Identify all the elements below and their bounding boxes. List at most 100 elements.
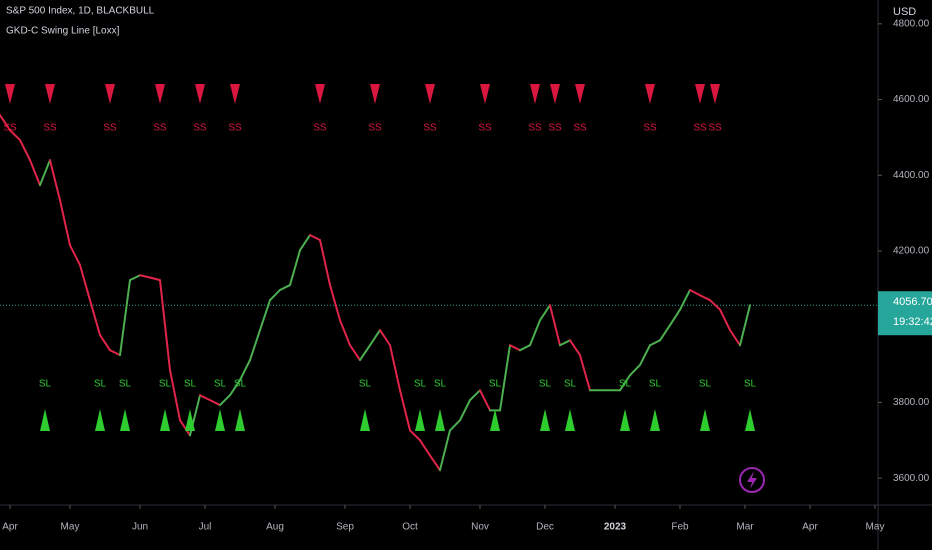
buy-signal: [700, 409, 710, 431]
swing-line-segment: [0, 114, 11, 132]
swing-line-segment: [469, 389, 481, 402]
sell-signal-label: SS: [313, 123, 327, 134]
swing-line-segment: [209, 399, 221, 407]
swing-line-segment: [639, 344, 651, 366]
countdown: 19:32:42: [893, 316, 932, 328]
buy-signal: [360, 409, 370, 431]
swing-line-segment: [719, 308, 731, 332]
sell-signal-label: SS: [43, 123, 57, 134]
sell-signal-label: SS: [153, 123, 167, 134]
buy-signal-label: SL: [94, 379, 107, 390]
swing-line-segment: [479, 389, 491, 412]
sell-signal-label: SS: [423, 123, 437, 134]
swing-line-segment: [399, 389, 411, 432]
buy-signal-label: SL: [744, 379, 757, 390]
sell-signal-label: SS: [548, 123, 562, 134]
buy-signal: [415, 409, 425, 431]
sell-signal: [230, 84, 240, 104]
swing-line-segment: [379, 329, 391, 347]
swing-line-segment: [439, 429, 451, 472]
sell-signal: [155, 84, 165, 104]
last-price-box: [878, 291, 932, 336]
swing-line-segment: [359, 344, 371, 362]
sell-signal-label: SS: [3, 123, 17, 134]
swing-line-segment: [279, 284, 291, 291]
sell-signal-label: SS: [228, 123, 242, 134]
sell-signal-label: SS: [478, 123, 492, 134]
swing-line-segment: [59, 199, 71, 247]
symbol-title: S&P 500 Index, 1D, BLACKBULL: [6, 6, 155, 17]
buy-signal-label: SL: [214, 379, 227, 390]
swing-line-segment: [129, 274, 141, 282]
buy-signal-label: SL: [414, 379, 427, 390]
swing-line-segment: [289, 249, 301, 287]
x-tick-label: Dec: [536, 522, 554, 533]
swing-line-segment: [629, 363, 641, 377]
x-tick-label: 2023: [604, 522, 627, 533]
swing-line-segment: [409, 429, 421, 442]
swing-line-segment: [299, 234, 311, 252]
buy-signal-label: SL: [184, 379, 197, 390]
swing-line-segment: [679, 288, 691, 311]
buy-signal: [215, 409, 225, 431]
buy-signal-label: SL: [619, 379, 632, 390]
swing-line-segment: [239, 359, 251, 382]
swing-line-segment: [499, 344, 511, 412]
buy-signal-label: SL: [159, 379, 172, 390]
buy-signal-label: SL: [564, 379, 577, 390]
swing-line-segment: [39, 159, 51, 187]
buy-signal-label: SL: [119, 379, 132, 390]
buy-signal: [435, 409, 445, 431]
swing-line-segment: [149, 276, 161, 282]
swing-line-segment: [709, 299, 721, 311]
sell-signal-label: SS: [573, 123, 587, 134]
sell-signal: [530, 84, 540, 104]
swing-line-segment: [549, 304, 561, 347]
sell-signal-label: SS: [368, 123, 382, 134]
lightning-icon[interactable]: [739, 467, 765, 493]
x-tick-label: Apr: [802, 522, 818, 533]
swing-line-segment: [219, 394, 231, 407]
buy-signal: [95, 409, 105, 431]
sell-signal: [480, 84, 490, 104]
swing-line-segment: [369, 329, 381, 347]
swing-line-segment: [419, 439, 431, 457]
x-tick-label: Apr: [2, 522, 18, 533]
x-tick-label: May: [866, 522, 885, 533]
buy-signal-label: SL: [539, 379, 552, 390]
y-tick-label: 4600.00: [893, 94, 930, 105]
sell-signal: [575, 84, 585, 104]
swing-line-segment: [669, 308, 681, 327]
swing-line-segment: [159, 279, 171, 372]
sell-signal-label: SS: [643, 123, 657, 134]
sell-signal: [370, 84, 380, 104]
y-tick-label: 4200.00: [893, 246, 930, 257]
x-tick-label: Jun: [132, 522, 148, 533]
x-tick-label: Aug: [266, 522, 284, 533]
sell-signal: [195, 84, 205, 104]
swing-line-segment: [269, 288, 281, 302]
buy-signal: [490, 409, 500, 431]
sell-signal-label: SS: [103, 123, 117, 134]
buy-signal: [235, 409, 245, 431]
swing-line-segment: [109, 349, 121, 357]
swing-line-segment: [579, 354, 591, 392]
x-tick-label: Jul: [199, 522, 212, 533]
swing-line-segment: [699, 294, 711, 302]
buy-signal-label: SL: [489, 379, 502, 390]
swing-line-segment: [739, 304, 751, 347]
swing-line-segment: [429, 454, 441, 472]
swing-line-segment: [179, 419, 191, 437]
swing-line-segment: [459, 399, 471, 422]
x-tick-label: Nov: [471, 522, 489, 533]
swing-line-segment: [89, 299, 101, 337]
swing-line-segment: [649, 339, 661, 347]
sell-signal-label: SS: [528, 123, 542, 134]
swing-line-segment: [619, 374, 631, 392]
swing-line-segment: [449, 419, 461, 432]
buy-signal-label: SL: [699, 379, 712, 390]
swing-line-segment: [559, 339, 571, 347]
swing-line-segment: [49, 159, 61, 202]
